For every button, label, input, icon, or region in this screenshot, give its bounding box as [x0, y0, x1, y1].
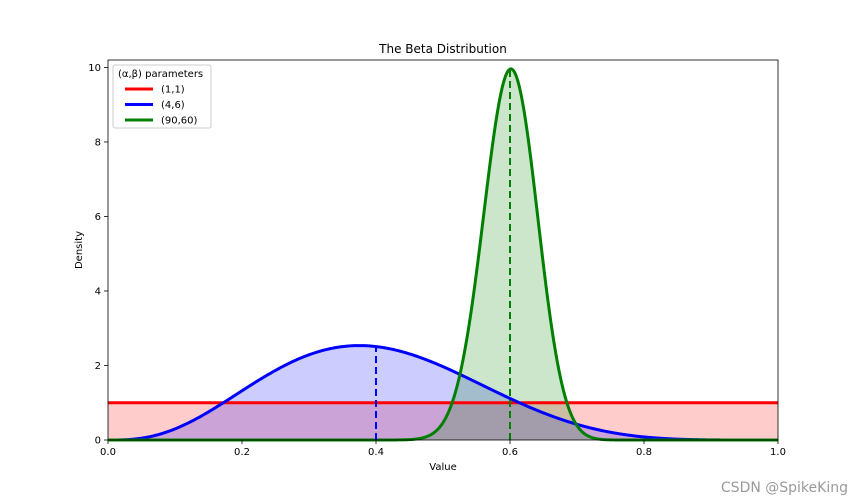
plot-frame — [107, 59, 779, 441]
x-tick-label: 0.0 — [100, 447, 116, 458]
y-tick-label: 0 — [95, 436, 101, 447]
legend-title: (α,β) parameters — [118, 69, 203, 80]
y-tick-label: 4 — [95, 286, 101, 297]
chart-title: The Beta Distribution — [378, 42, 507, 56]
watermark: CSDN @SpikeKing — [720, 480, 848, 496]
x-tick-label: 1.0 — [770, 447, 786, 458]
y-tick-label: 6 — [95, 212, 101, 223]
x-axis-label: Value — [429, 462, 456, 473]
x-tick-label: 0.4 — [368, 447, 384, 458]
legend-box — [112, 64, 212, 129]
x-tick-label: 0.2 — [234, 447, 250, 458]
legend-entries: (1,1) (4,6) (90,60) — [125, 85, 198, 127]
mean-lines — [375, 69, 511, 440]
y-axis-ticks: 0 2 4 6 8 10 — [88, 63, 108, 447]
y-tick-label: 8 — [95, 137, 101, 148]
x-axis-ticks: 0.0 0.2 0.4 0.6 0.8 1.0 — [100, 440, 786, 458]
y-tick-label: 2 — [95, 361, 101, 372]
x-tick-label: 0.6 — [502, 447, 518, 458]
y-tick-label: 10 — [88, 63, 101, 74]
legend: (α,β) parameters (1,1) (4,6) (90,60) — [112, 64, 212, 129]
legend-entry-label: (4,6) — [161, 100, 185, 111]
legend-entry-label: (1,1) — [161, 85, 185, 96]
x-tick-label: 0.8 — [636, 447, 652, 458]
legend-entry-label: (90,60) — [161, 116, 198, 127]
area-fill-1 — [108, 345, 778, 440]
y-axis-label: Density — [74, 231, 85, 269]
